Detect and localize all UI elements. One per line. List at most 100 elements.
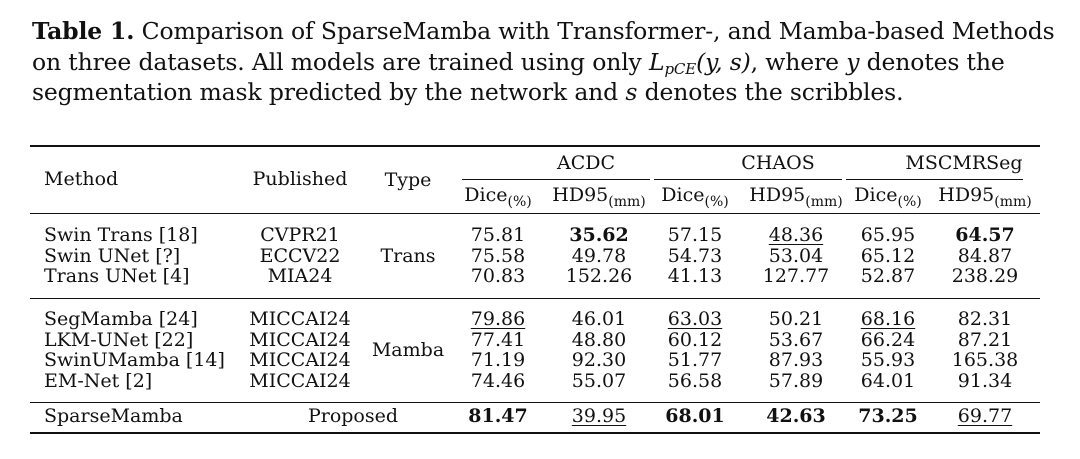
row-value: 55.07 xyxy=(571,369,627,392)
row-value: 51.77 xyxy=(667,349,723,371)
row-value: 71.19 xyxy=(470,349,526,371)
row-value: 70.83 xyxy=(470,265,526,287)
proposed-value: 39.95 xyxy=(571,405,627,427)
row-value: 152.26 xyxy=(565,265,633,287)
comparison-table: Method Published Type ACDC CHAOS MSCMRSeg Dice… xyxy=(30,145,1040,435)
header-dataset: CHAOS xyxy=(741,152,815,174)
row-value: 49.78 xyxy=(571,244,627,267)
row-value: 53.67 xyxy=(768,328,824,351)
dataset-rule xyxy=(462,179,650,180)
row-value: 57.15 xyxy=(667,224,723,246)
row-value: 74.46 xyxy=(470,369,526,392)
loss-main: L xyxy=(649,47,665,76)
table-caption: Table 1. Comparison of SparseMamba with … xyxy=(32,16,1057,108)
metric-name: HD95 xyxy=(749,184,806,206)
row-value: 48.80 xyxy=(571,328,627,351)
row-value: 55.93 xyxy=(860,349,916,371)
row-value: 63.03 xyxy=(667,308,723,330)
row-value: 54.73 xyxy=(667,244,723,267)
metric-unit: (mm) xyxy=(608,194,646,210)
row-value: 46.01 xyxy=(571,308,627,330)
header-type: Type xyxy=(384,169,432,191)
header-method: Method xyxy=(44,168,119,190)
row-value: 75.58 xyxy=(470,244,526,267)
metric-unit: (%) xyxy=(507,194,532,210)
row-method: Swin Trans [18] xyxy=(44,224,198,246)
proposed-value: 68.01 xyxy=(665,405,725,427)
row-published: ECCV22 xyxy=(259,244,341,267)
metric-unit: (mm) xyxy=(805,194,843,210)
row-value: 48.36 xyxy=(768,224,824,246)
metric-name: HD95 xyxy=(552,184,609,206)
row-method: Trans UNet [4] xyxy=(44,265,190,287)
metric-name: HD95 xyxy=(938,184,995,206)
group-type: Trans xyxy=(380,244,436,267)
row-value: 75.81 xyxy=(470,224,526,246)
var-s: s xyxy=(625,78,638,106)
proposed-value: 73.25 xyxy=(858,405,918,427)
row-value: 66.24 xyxy=(860,328,916,351)
metric-name: Dice xyxy=(854,184,898,206)
caption-text-1: Comparison of SparseMamba with Transform… xyxy=(32,17,1055,76)
proposed-value: 69.77 xyxy=(957,405,1013,427)
row-value: 92.30 xyxy=(571,349,627,371)
caption-text-4: denotes the scribbles. xyxy=(637,78,904,106)
row-published: MICCAI24 xyxy=(249,328,351,351)
row-value: 165.38 xyxy=(951,349,1019,371)
group-type: Mamba xyxy=(371,338,445,361)
header-metric: HD95(mm) xyxy=(749,184,842,209)
caption-label: Table 1. xyxy=(32,17,135,45)
top-rule xyxy=(30,145,1040,147)
row-value: 64.01 xyxy=(860,369,916,392)
row-value: 68.16 xyxy=(860,308,916,330)
row-value: 50.21 xyxy=(768,308,824,330)
header-published: Published xyxy=(252,168,348,190)
caption-text-3: denotes the segmentation mask predicted … xyxy=(32,47,1005,107)
loss-subscript: pCE xyxy=(664,59,697,78)
dataset-rule xyxy=(846,179,1023,180)
header-dataset: ACDC xyxy=(556,152,616,174)
row-value: 82.31 xyxy=(957,308,1013,330)
header-dataset: MSCMRSeg xyxy=(905,152,1023,174)
group-rule xyxy=(30,298,1040,299)
header-metric: HD95(mm) xyxy=(552,184,645,209)
row-value: 87.21 xyxy=(957,328,1013,351)
row-method: SegMamba [24] xyxy=(44,308,198,330)
row-published: CVPR21 xyxy=(260,224,340,246)
row-value: 60.12 xyxy=(667,328,723,351)
loss-args: (y, s) xyxy=(696,47,751,76)
row-value: 238.29 xyxy=(951,265,1019,287)
row-value: 35.62 xyxy=(569,224,629,246)
metric-unit: (%) xyxy=(704,194,729,210)
metric-name: Dice xyxy=(464,184,508,206)
dataset-rule xyxy=(654,179,842,180)
header-metric: Dice(%) xyxy=(854,184,921,209)
row-value: 41.13 xyxy=(667,265,723,287)
row-published: MIA24 xyxy=(267,265,333,287)
row-value: 84.87 xyxy=(957,244,1013,267)
metric-unit: (mm) xyxy=(994,194,1032,210)
row-value: 79.86 xyxy=(470,308,526,330)
proposed-value: 81.47 xyxy=(468,405,528,427)
header-metric: Dice(%) xyxy=(464,184,531,209)
var-y: y xyxy=(846,47,860,76)
row-method: Swin UNet [?] xyxy=(44,244,181,267)
metric-name: Dice xyxy=(661,184,705,206)
row-value: 64.57 xyxy=(955,224,1015,246)
caption-text-2: , where xyxy=(750,47,847,76)
header-metric: HD95(mm) xyxy=(938,184,1031,209)
row-value: 91.34 xyxy=(957,369,1013,392)
row-value: 127.77 xyxy=(762,265,830,287)
row-value: 53.04 xyxy=(768,244,824,267)
metric-unit: (%) xyxy=(897,194,922,210)
row-method: EM-Net [2] xyxy=(44,369,153,392)
row-published: MICCAI24 xyxy=(249,349,351,371)
row-value: 52.87 xyxy=(860,265,916,287)
proposed-rule xyxy=(30,402,1040,403)
row-method: SwinUMamba [14] xyxy=(44,349,225,371)
bottom-rule xyxy=(30,432,1040,434)
header-rule xyxy=(30,213,1040,214)
proposed-value: 42.63 xyxy=(766,405,826,427)
loss-symbol: LpCE(y, s) xyxy=(649,47,751,78)
row-published: MICCAI24 xyxy=(249,369,351,392)
